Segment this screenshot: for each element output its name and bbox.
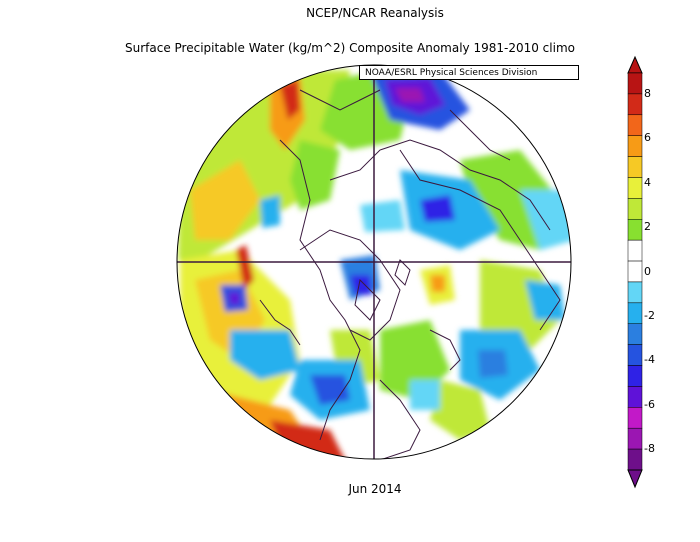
colorbar-segment (627, 448, 643, 471)
date-label: Jun 2014 (348, 482, 402, 496)
colorbar-segment (627, 407, 643, 429)
colorbar-tick-label: 4 (644, 175, 651, 189)
colorbar-segment (627, 344, 643, 366)
colorbar-arrow-bottom (627, 469, 643, 489)
colorbar-segment (627, 198, 643, 220)
colorbar-segment (627, 114, 643, 136)
colorbar-segment (627, 386, 643, 408)
colorbar-segment (627, 135, 643, 157)
credit-label: NOAA/ESRL Physical Sciences Division (359, 65, 579, 80)
colorbar-segment (627, 323, 643, 345)
colorbar-segment (627, 72, 643, 95)
colorbar-segment (627, 156, 643, 178)
colorbar-segment (627, 239, 643, 262)
colorbar-segment (627, 281, 643, 304)
colorbar-segment (627, 302, 643, 324)
colorbar-tick-label: 0 (644, 264, 651, 278)
colorbar-tick-label: 8 (644, 86, 651, 100)
colorbar-segment (627, 219, 643, 241)
colorbar-segment (627, 93, 643, 116)
figure-title: NCEP/NCAR Reanalysis (306, 6, 444, 20)
colorbar-tick-label: -6 (644, 397, 655, 411)
colorbar-tick-label: 2 (644, 220, 651, 234)
colorbar-segment (627, 260, 643, 283)
colorbar-segment (627, 427, 643, 450)
colorbar-segment (627, 177, 643, 199)
colorbar-tick-label: -4 (644, 353, 655, 367)
colorbar-segment (627, 365, 643, 387)
colorbar-arrow-top (627, 55, 643, 74)
figure-subtitle: Surface Precipitable Water (kg/m^2) Comp… (125, 41, 575, 55)
colorbar-tick-label: -8 (644, 442, 655, 456)
colorbar-tick-label: -2 (644, 308, 655, 322)
colorbar (627, 55, 643, 489)
colorbar-tick-label: 6 (644, 131, 651, 145)
